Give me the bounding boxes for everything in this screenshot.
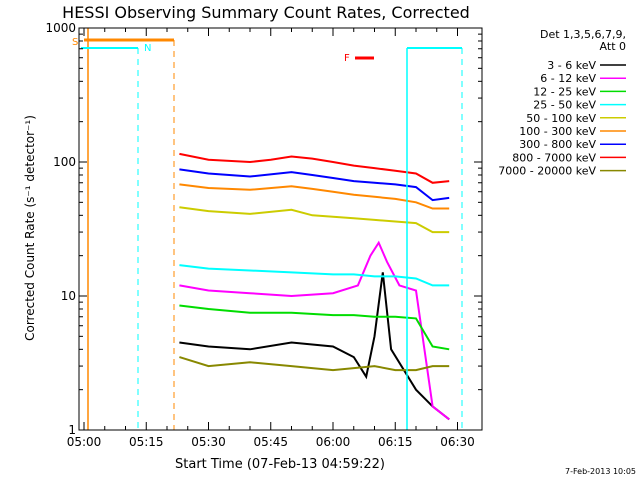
x-tick-label: 05:15 (129, 435, 164, 449)
series-line-0 (179, 272, 450, 421)
series-layer (179, 152, 450, 421)
legend-label: 3 - 6 keV (547, 59, 596, 72)
x-tick-label: 05:30 (191, 435, 226, 449)
series-line-2 (179, 304, 450, 351)
legend-label: 50 - 100 keV (526, 112, 596, 125)
legend-label: 12 - 25 keV (533, 85, 596, 98)
x-tick-label: 06:00 (316, 435, 351, 449)
y-tick-label: 1000 (45, 21, 76, 35)
axis-ticks: 05:00 05:15 05:30 05:45 06:00 06:15 06:30 1 10 10… (45, 21, 482, 449)
y-axis-label: Corrected Count Rate (s⁻¹ detector⁻¹) (23, 115, 37, 341)
timestamp-footer: 7-Feb-2013 10:05 (565, 467, 636, 476)
chart-title: HESSI Observing Summary Count Rates, Cor… (62, 3, 470, 22)
x-tick-label: 05:00 (67, 435, 102, 449)
series-line-5 (179, 183, 450, 210)
series-line-7 (179, 152, 450, 184)
plot-frame (78, 27, 483, 431)
x-tick-label: 06:15 (378, 435, 413, 449)
markers-layer: S N F (72, 28, 463, 430)
flare-label: F (344, 53, 350, 64)
series-line-8 (179, 356, 450, 372)
legend-label: 25 - 50 keV (533, 99, 596, 112)
night-label: N (144, 43, 151, 54)
series-line-4 (179, 206, 450, 234)
legend-label: 800 - 7000 keV (512, 151, 596, 164)
legend-label: 100 - 300 keV (519, 125, 596, 138)
x-tick-label: 06:30 (440, 435, 475, 449)
series-line-1 (179, 240, 450, 421)
legend-header-line: Att 0 (600, 40, 626, 53)
series-line-3 (179, 264, 450, 287)
saa-label: S (72, 37, 78, 48)
y-tick-label: 10 (61, 289, 76, 303)
y-tick-label: 1 (68, 423, 76, 437)
series-line-6 (179, 168, 450, 202)
legend-label: 6 - 12 keV (540, 72, 596, 85)
legend-label: 7000 - 20000 keV (498, 165, 596, 178)
y-tick-label: 100 (53, 155, 76, 169)
x-tick-label: 05:45 (253, 435, 288, 449)
legend-label: 300 - 800 keV (519, 138, 596, 151)
x-axis-label: Start Time (07-Feb-13 04:59:22) (175, 457, 385, 472)
legend-header-line: Det 1,3,5,6,7,9, (540, 28, 626, 41)
